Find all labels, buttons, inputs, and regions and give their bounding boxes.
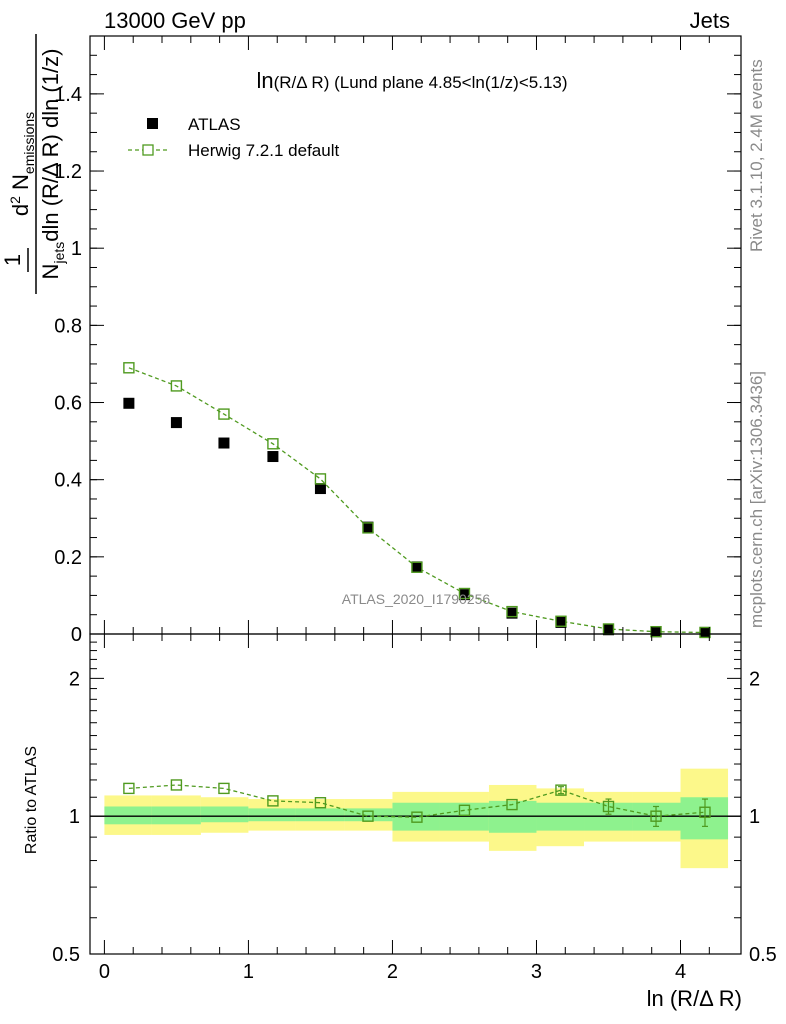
main-ticks: 0 0.2 0.4 0.6 0.8 1 1.2 1.4 [54, 36, 741, 646]
ratio-herwig-point [314, 797, 327, 809]
ratio-band-inner [200, 806, 249, 823]
atlas-point [362, 521, 374, 533]
herwig-point [170, 380, 183, 392]
herwig-point [506, 605, 518, 618]
ratio-xlabel: ln (R/Δ R) [647, 986, 742, 1011]
main-ytick-label: 0.4 [54, 470, 82, 492]
main-ytick-label: 0 [71, 624, 82, 646]
ratio-band-inner [104, 806, 152, 825]
ratio-ytick-label-right: 0.5 [749, 944, 777, 966]
ratio-marks [90, 768, 741, 869]
plot-title: ln(R/Δ R) (Lund plane 4.85<ln(1/z)<5.13) [256, 68, 567, 93]
header-right: Jets [690, 8, 730, 33]
ratio-xtick-label: 4 [675, 961, 686, 983]
plot-title-prefix: ln [256, 68, 273, 93]
ratio-herwig-point [123, 782, 135, 795]
main-ytick-label: 0.2 [54, 547, 82, 569]
main-ytick-label: 0.8 [54, 315, 82, 337]
header-left: 13000 GeV pp [104, 8, 246, 33]
rivet-label: Rivet 3.1.10, 2.4M events [747, 59, 766, 252]
herwig-point [699, 626, 711, 639]
mcplots-label: mcplots.cern.ch [arXiv:1306.3436] [747, 371, 766, 628]
ylabel-prefactor: 1 [0, 248, 29, 272]
atlas-point [458, 589, 470, 601]
herwig-point [458, 587, 471, 600]
main-ytick-label: 0.6 [54, 393, 82, 415]
main-ylabel: d2 Nemissions Njetsdln (R/Δ R) dln (1/z) [7, 34, 67, 294]
ratio-band-inner [344, 808, 393, 822]
ratio-band-inner [248, 808, 296, 822]
ratio-herwig-point [170, 779, 183, 791]
ratio-xtick-label: 1 [243, 961, 254, 983]
main-marks [123, 362, 711, 639]
legend-atlas-marker [147, 118, 158, 129]
ratio-ticks: 0.5 0.5 1 1 2 2 0 1 2 3 4 [52, 634, 777, 983]
main-panel: 0 0.2 0.4 0.6 0.8 1 1.2 1.4 ln(R/Δ R) (Lund pla… [0, 34, 742, 646]
ratio-ytick-label: 2 [69, 668, 80, 690]
herwig-point [362, 522, 374, 534]
ratio-band-inner [151, 806, 201, 825]
ratio-herwig-point [411, 811, 423, 823]
ratio-band-inner [680, 797, 729, 840]
atlas-point [699, 626, 711, 638]
atlas-point [411, 561, 423, 573]
atlas-point [123, 397, 135, 409]
ratio-herwig-point [267, 795, 279, 807]
ratio-herwig-point [650, 810, 662, 822]
ylabel-numerator: d2 Nemissions [7, 112, 37, 216]
ratio-frame [89, 633, 742, 955]
herwig-point [267, 438, 279, 450]
herwig-point [411, 561, 423, 573]
atlas-point [650, 626, 662, 638]
herwig-point [650, 625, 662, 638]
ratio-ytick-label-right: 2 [749, 668, 760, 690]
ratio-herwig-point [506, 798, 518, 811]
atlas-point [602, 624, 614, 636]
svg-text:1: 1 [0, 254, 25, 266]
watermark: ATLAS_2020_I1790256 [342, 591, 491, 607]
ratio-ylabel: Ratio to ATLAS [23, 746, 40, 854]
herwig-point [555, 615, 567, 627]
main-ytick-label: 1.4 [54, 84, 82, 106]
ratio-herwig-point [458, 804, 471, 817]
herwig-point [123, 362, 135, 374]
legend-atlas-label: ATLAS [188, 115, 241, 134]
herwig-point [314, 473, 327, 485]
atlas-point [314, 483, 326, 495]
atlas-point [555, 616, 567, 628]
legend-herwig-marker [142, 144, 154, 156]
ratio-xtick-label: 3 [531, 961, 542, 983]
main-ytick-label: 1 [71, 238, 82, 260]
ratio-panel: 0.5 0.5 1 1 2 2 0 1 2 3 4 Ratio to ATLAS ln (R/Δ R… [23, 633, 777, 1011]
atlas-point [170, 417, 182, 429]
herwig-point [218, 408, 230, 420]
ratio-herwig-point [555, 784, 567, 796]
ratio-ytick-label-right: 1 [749, 806, 760, 828]
ratio-band-inner [295, 808, 345, 822]
ratio-herwig-point [218, 782, 230, 795]
ylabel-denominator: Njetsdln (R/Δ R) dln (1/z) [38, 49, 67, 280]
ratio-herwig-point [699, 806, 711, 818]
ratio-ytick-label: 1 [69, 806, 80, 828]
atlas-point [267, 451, 279, 463]
ratio-xtick-label: 2 [387, 961, 398, 983]
main-ytick-label: 1.2 [54, 161, 82, 183]
ratio-xtick-label: 0 [99, 961, 110, 983]
plot-title-rest: (R/Δ R) (Lund plane 4.85<ln(1/z)<5.13) [274, 73, 568, 92]
legend-herwig-label: Herwig 7.2.1 default [188, 141, 339, 160]
atlas-point [506, 607, 518, 619]
atlas-point [218, 437, 230, 449]
ratio-ytick-label: 0.5 [52, 944, 80, 966]
ratio-herwig-point [602, 800, 615, 813]
legend: ATLAS Herwig 7.2.1 default [128, 115, 339, 160]
ratio-herwig-point [362, 810, 374, 822]
